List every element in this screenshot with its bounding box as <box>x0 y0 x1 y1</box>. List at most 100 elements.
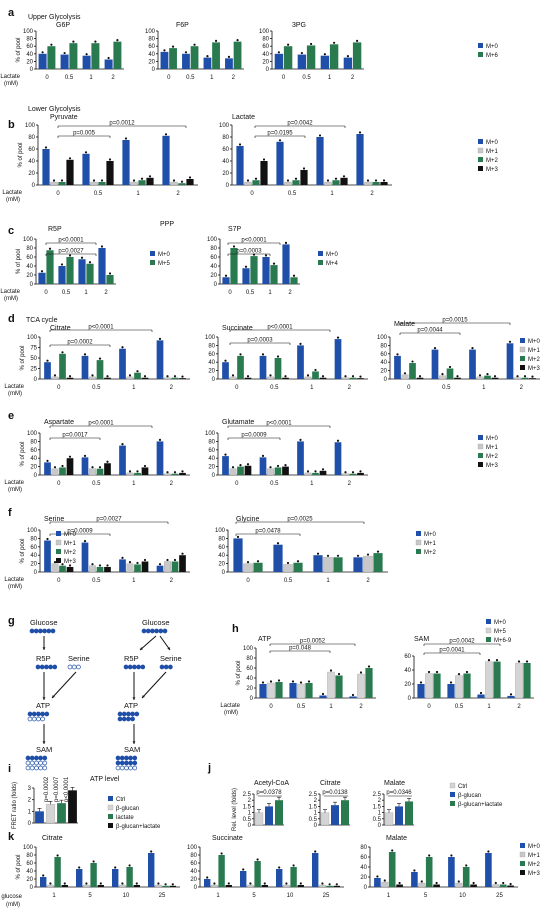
isotope-carbon-dot <box>48 664 53 670</box>
data-point <box>50 43 53 46</box>
data-point <box>158 438 162 441</box>
data-point <box>91 466 94 469</box>
bar <box>156 340 164 379</box>
chart-title: Aspartate <box>44 419 74 426</box>
y-tick-label: 40 <box>28 159 35 165</box>
isotope-carbon-dot <box>44 664 49 670</box>
y-axis-label: Rel. level (folds) <box>232 788 238 831</box>
isotope-carbon-dot <box>158 628 164 634</box>
y-tick-label: 20 <box>26 59 33 65</box>
isotope-carbon-dot <box>29 628 35 634</box>
bar <box>54 857 61 887</box>
bar <box>340 177 348 185</box>
data-point <box>107 56 110 60</box>
pathway-arrow <box>141 671 167 699</box>
data-point <box>148 175 152 178</box>
data-point <box>48 247 52 250</box>
y-tick-label: 3 <box>28 786 32 792</box>
bar <box>171 473 179 475</box>
bar <box>126 472 134 476</box>
bar <box>169 885 176 887</box>
data-point <box>321 468 325 471</box>
bar <box>259 355 267 379</box>
bar <box>229 376 237 380</box>
data-point <box>346 55 349 58</box>
chart-title: S7P <box>228 226 242 233</box>
x-tick-label: 0 <box>282 75 286 81</box>
bar <box>163 473 171 476</box>
arrow-head <box>142 695 145 698</box>
bar <box>178 183 186 185</box>
y-tick-label: 100 <box>27 431 38 437</box>
bar <box>290 277 298 284</box>
legend-swatch <box>478 435 483 440</box>
data-point <box>433 347 437 350</box>
bar <box>431 349 439 379</box>
data-point <box>366 179 370 182</box>
bar <box>343 57 353 69</box>
data-point <box>494 881 497 885</box>
data-point <box>136 470 139 473</box>
chart-title: Serine <box>44 516 64 523</box>
bar <box>44 462 51 475</box>
data-point <box>262 158 266 161</box>
bar <box>126 867 133 887</box>
bar <box>146 177 154 185</box>
data-point <box>239 353 242 356</box>
x-tick-label: 1 <box>84 290 88 296</box>
bar <box>493 661 501 698</box>
data-point <box>403 372 407 375</box>
data-point <box>94 40 97 43</box>
data-point <box>193 43 196 46</box>
data-point <box>269 680 273 683</box>
legend-label: M+1 <box>424 541 437 547</box>
bar <box>425 857 433 887</box>
x-tick-label: 1 <box>310 481 314 487</box>
legend-i: Ctrl β-glucan lactate β-glucan+lactate <box>107 796 161 830</box>
bar <box>134 472 141 475</box>
x-tick-label: 2 <box>520 385 524 391</box>
legend-swatch <box>478 453 483 458</box>
x-tick-label: 1 <box>268 290 272 296</box>
bar <box>90 181 98 186</box>
bar <box>401 374 409 380</box>
isotope-carbon-dot <box>33 628 39 634</box>
data-point <box>314 368 317 372</box>
x-tick-label: 2 <box>170 481 174 487</box>
data-point <box>83 454 87 457</box>
data-point <box>299 438 302 441</box>
bar <box>141 561 149 572</box>
x-axis-label-unit: (mM) <box>8 584 22 590</box>
bar <box>514 377 522 380</box>
data-point <box>336 554 340 557</box>
bar <box>81 542 89 572</box>
y-tick-label: 80 <box>380 343 387 349</box>
legend-swatch <box>478 43 483 48</box>
data-point <box>284 241 288 244</box>
p-value-label: p=0.048 <box>289 646 312 652</box>
x-tick-label: 1 <box>387 893 391 899</box>
legend-swatch <box>519 346 526 353</box>
bar <box>211 884 218 888</box>
bar <box>66 566 74 572</box>
data-point <box>61 464 64 468</box>
x-tick-label: 1 <box>310 385 314 391</box>
data-point <box>318 134 322 137</box>
bar <box>233 41 242 69</box>
isotope-carbon-dot <box>25 760 31 766</box>
legend-swatch <box>519 851 526 858</box>
data-point <box>337 672 341 676</box>
data-point <box>173 471 177 474</box>
isotope-carbon-dot <box>119 765 125 771</box>
bar <box>409 363 416 379</box>
arrow-head <box>42 741 46 744</box>
bar <box>499 884 507 887</box>
p-value-label: p<0.0001 <box>266 421 292 427</box>
isotope-carbon-dot <box>132 755 138 761</box>
bar <box>61 885 68 887</box>
bar <box>126 563 134 573</box>
data-point <box>83 353 87 356</box>
data-point <box>383 879 386 882</box>
bar <box>312 371 319 379</box>
data-point <box>143 375 147 378</box>
